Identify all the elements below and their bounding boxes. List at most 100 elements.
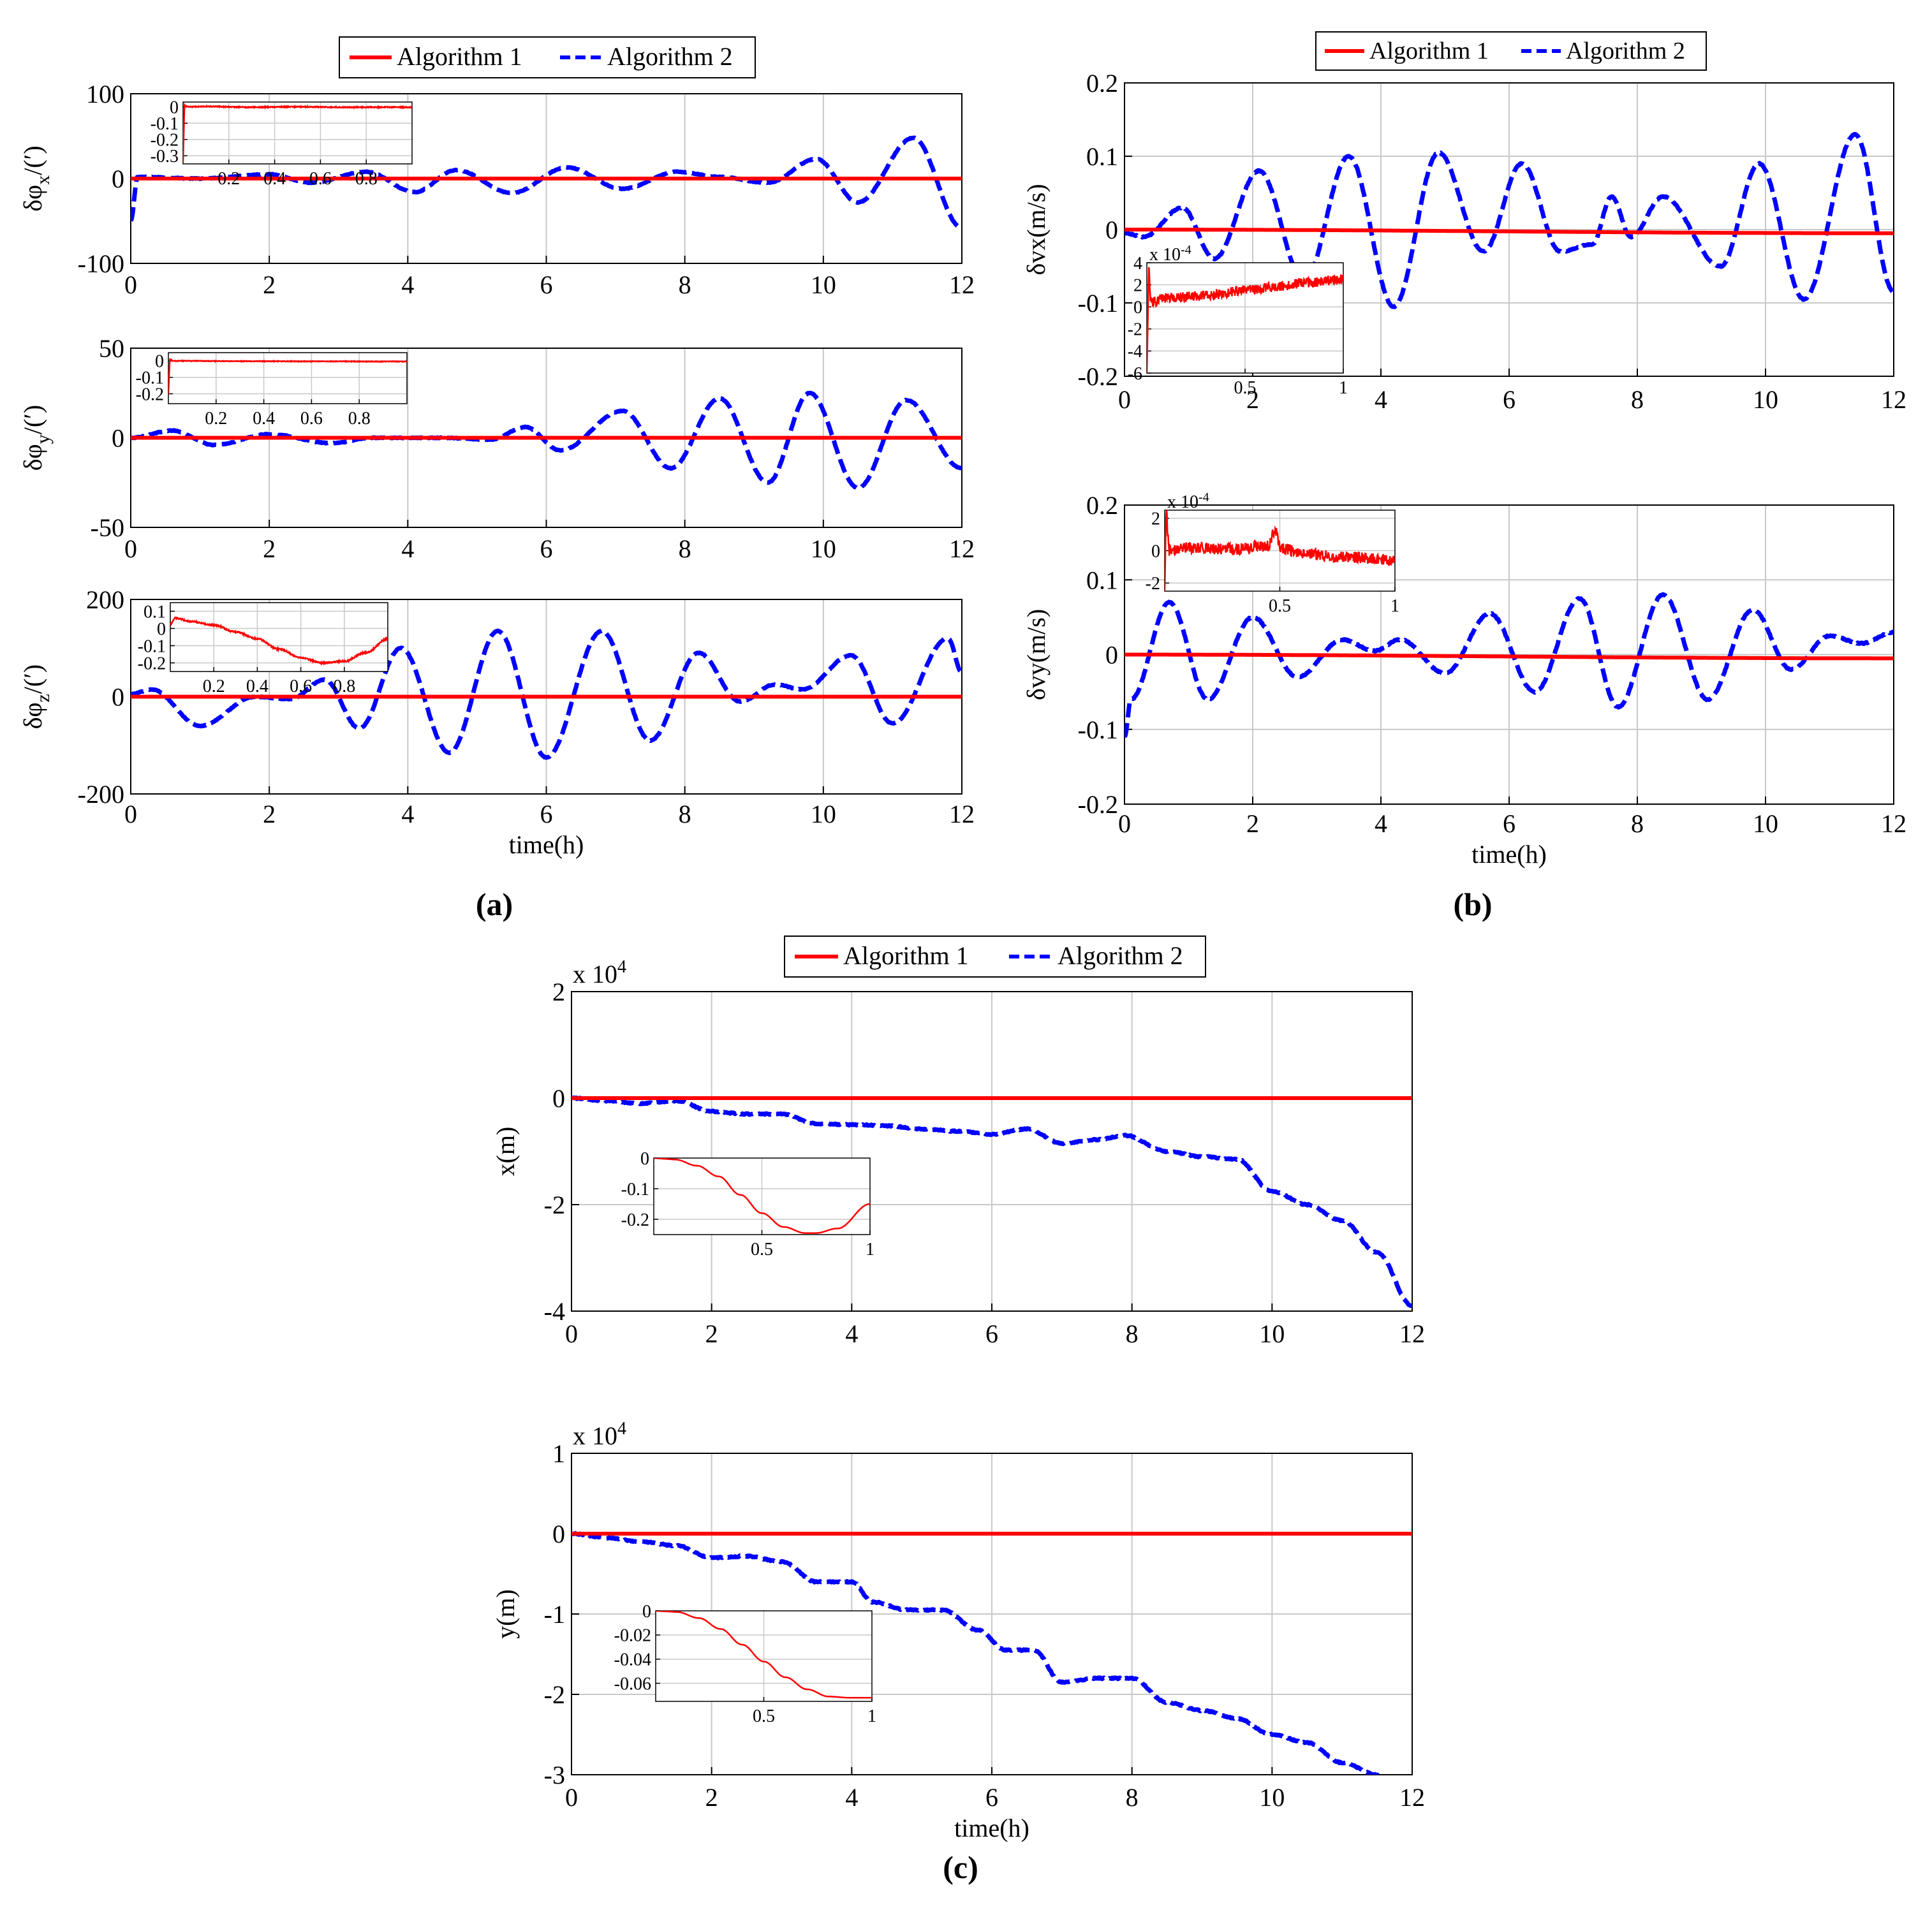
inset-ytick-label: 0	[157, 619, 166, 639]
inset-xtick-label: 0.8	[333, 677, 355, 696]
inset-xtick-label: 0.6	[309, 169, 332, 189]
xtick-label: 2	[705, 1319, 718, 1348]
inset-xtick-label: 0.4	[246, 677, 269, 696]
xtick-label: 8	[1631, 385, 1644, 414]
series-algorithm-1	[1125, 652, 1894, 661]
ytick-label: -0.2	[1078, 790, 1118, 819]
legend-a: Algorithm 1 Algorithm 2	[339, 36, 756, 78]
legend-label-algo1: Algorithm 1	[1369, 38, 1489, 64]
inset-xtick-label: 0.8	[348, 409, 371, 429]
xtick-label: 10	[811, 270, 836, 299]
xtick-label: 8	[1631, 809, 1644, 838]
ytick-label: 1	[552, 1439, 565, 1468]
inset-ytick-label: -0.2	[138, 654, 166, 673]
legend-label-algo2: Algorithm 2	[1566, 38, 1685, 64]
ytick-label: 0	[552, 1520, 565, 1548]
inset-scale-multiplier: x 10-4	[1167, 490, 1209, 512]
scale-base: x 10	[573, 1421, 617, 1450]
inset-ytick-label: 0	[1151, 541, 1160, 561]
ytick-label: 0	[1105, 216, 1118, 244]
inset-xtick-label: 1	[866, 1240, 874, 1259]
xtick-label: 12	[1399, 1783, 1425, 1812]
series-group	[131, 135, 962, 230]
ytick-label: 200	[86, 585, 124, 614]
ytick-label: 0.2	[1086, 491, 1118, 520]
series-group	[131, 628, 962, 760]
ytick-label: -0.1	[1078, 716, 1118, 744]
xtick-label: 2	[705, 1783, 718, 1812]
xtick-label: 6	[540, 534, 553, 563]
xtick-label: 6	[1503, 809, 1515, 838]
legend-label-algo1: Algorithm 1	[843, 941, 969, 970]
xtick-label: 10	[1753, 385, 1778, 414]
y-axis-label: δvy(m/s)	[1022, 609, 1051, 700]
inset-ytick-label: -2	[1128, 320, 1142, 340]
xtick-label: 10	[1259, 1319, 1285, 1348]
inset-plot-area	[170, 603, 388, 671]
inset-ytick-label: -2	[1146, 574, 1160, 594]
y-axis-label: y(m)	[491, 1589, 520, 1639]
inset-ytick-label: 0	[1133, 298, 1142, 318]
series-group	[1125, 592, 1894, 738]
inset: 0.2 0.4 0.6 0.8 0-0.1-0.2-0.3	[151, 98, 413, 189]
inset-xtick-label: 0.6	[290, 677, 312, 696]
series-group	[571, 1531, 1412, 1775]
series-algorithm-2	[571, 1531, 1383, 1775]
x-axis-label: time(h)	[509, 830, 584, 859]
xtick-label: 4	[401, 800, 414, 828]
xtick-label: 6	[985, 1319, 998, 1348]
inset-series-algorithm-1	[654, 1158, 870, 1234]
y-axis-label-main: δφ	[18, 702, 47, 729]
inset-xtick-label: 0.5	[1234, 378, 1257, 398]
xtick-label: 12	[949, 270, 975, 299]
x-axis-label: time(h)	[1471, 840, 1547, 869]
xtick-label: 4	[1375, 809, 1387, 838]
ytick-label: -2	[544, 1680, 565, 1709]
inset-xtick-label: 0.6	[300, 409, 323, 429]
inset-scale-multiplier: x 10-4	[1149, 243, 1191, 265]
series-group	[131, 390, 962, 491]
inset-series-group	[1147, 267, 1343, 373]
inset-series-group	[183, 102, 412, 163]
legend-box	[1315, 31, 1707, 71]
legend-c: Algorithm 1 Algorithm 2	[784, 936, 1206, 978]
inset-ytick-label: -0.1	[151, 114, 179, 134]
legend-label-algo2: Algorithm 2	[1058, 941, 1183, 970]
inset-ytick-label: -0.1	[138, 636, 166, 656]
inset-plot-area	[183, 102, 412, 164]
series-algorithm-2	[571, 1095, 1412, 1309]
y-axis-label: δφz/(′)	[18, 664, 54, 730]
inset-xtick-label: 0.8	[355, 169, 378, 189]
xtick-label: 4	[401, 270, 414, 299]
ytick-label: 100	[86, 80, 124, 108]
inset-ytick-label: 0	[170, 98, 179, 117]
ytick-label: 0.1	[1086, 566, 1118, 594]
xtick-label: 10	[1753, 809, 1778, 838]
inset: 0.5 1 2 0 -2 x 10-4	[1146, 490, 1399, 616]
inset-ytick-label: -0.06	[614, 1674, 651, 1694]
inset-frame	[170, 602, 388, 672]
ytick-label: -1	[544, 1600, 565, 1629]
xtick-label: 10	[811, 534, 836, 563]
xtick-label: 4	[401, 534, 414, 563]
panel-label-a: (a)	[476, 886, 513, 922]
scale-exponent: 4	[617, 957, 626, 977]
inset-xtick-label: 1	[1339, 378, 1348, 398]
inset-ytick-label: -0.1	[136, 369, 164, 388]
inset-series-group	[656, 1611, 872, 1699]
inset-xtick-label: 1	[867, 1706, 876, 1726]
inset-ytick-label: -4	[1128, 342, 1142, 362]
ytick-label: -0.2	[1078, 362, 1118, 391]
ytick-label: -100	[78, 249, 124, 278]
inset-series-group	[168, 358, 407, 394]
inset-ytick-label: -6	[1128, 364, 1142, 384]
panel-label-b: (b)	[1453, 886, 1492, 922]
y-axis-label-sub: x	[33, 175, 54, 185]
xtick-label: 8	[679, 270, 691, 299]
y-axis-label-main: δφ	[18, 185, 47, 212]
y-axis-label: δvx(m/s)	[1022, 184, 1051, 275]
inset-scale-base: x 10	[1167, 492, 1198, 512]
